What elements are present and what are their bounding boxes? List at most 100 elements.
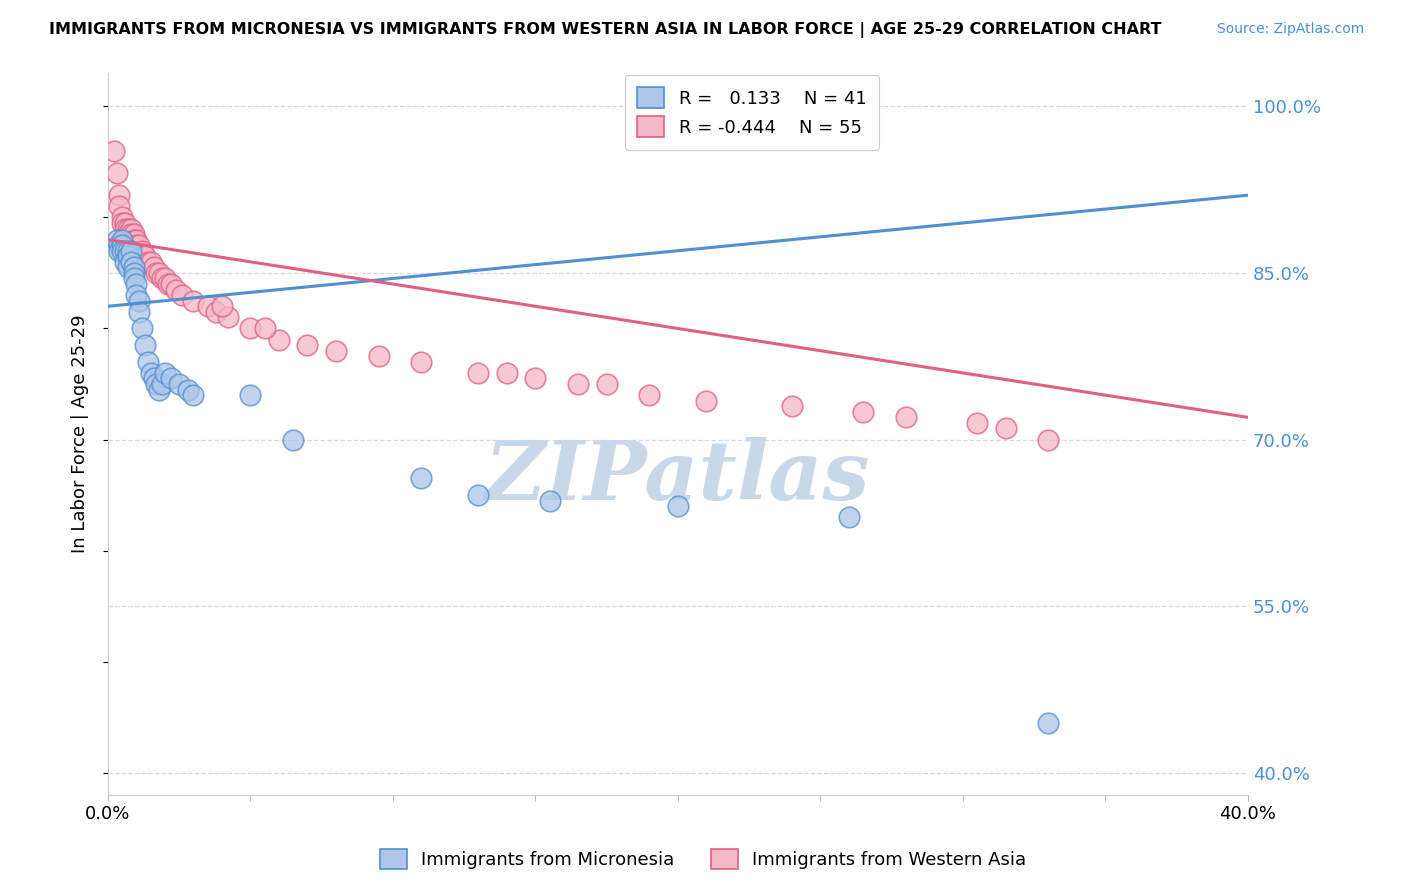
- Point: [108, 188, 131, 202]
- Point: [114, 221, 136, 235]
- Point: [524, 371, 547, 385]
- Point: [367, 349, 389, 363]
- Point: [117, 260, 139, 275]
- Point: [114, 255, 136, 269]
- Point: [183, 293, 205, 308]
- Point: [122, 227, 145, 241]
- Point: [111, 211, 134, 225]
- Point: [156, 277, 179, 291]
- Point: [145, 377, 167, 392]
- Point: [111, 233, 134, 247]
- Point: [894, 410, 917, 425]
- Point: [159, 277, 181, 291]
- Point: [211, 299, 233, 313]
- Point: [153, 366, 176, 380]
- Point: [297, 338, 319, 352]
- Point: [538, 493, 561, 508]
- Point: [108, 244, 131, 258]
- Point: [122, 233, 145, 247]
- Point: [105, 233, 128, 247]
- Point: [177, 383, 200, 397]
- Y-axis label: In Labor Force | Age 25-29: In Labor Force | Age 25-29: [72, 315, 89, 553]
- Text: Source: ZipAtlas.com: Source: ZipAtlas.com: [1216, 22, 1364, 37]
- Point: [136, 355, 159, 369]
- Point: [125, 233, 148, 247]
- Point: [131, 321, 153, 335]
- Point: [325, 343, 347, 358]
- Text: ZIPatlas: ZIPatlas: [485, 437, 870, 517]
- Point: [142, 371, 165, 385]
- Point: [111, 238, 134, 252]
- Point: [117, 227, 139, 241]
- Point: [239, 388, 262, 402]
- Text: IMMIGRANTS FROM MICRONESIA VS IMMIGRANTS FROM WESTERN ASIA IN LABOR FORCE | AGE : IMMIGRANTS FROM MICRONESIA VS IMMIGRANTS…: [49, 22, 1161, 38]
- Point: [167, 377, 190, 392]
- Point: [125, 238, 148, 252]
- Point: [103, 144, 125, 158]
- Point: [165, 283, 187, 297]
- Point: [267, 333, 290, 347]
- Point: [966, 416, 988, 430]
- Point: [217, 310, 239, 325]
- Point: [852, 405, 875, 419]
- Point: [117, 244, 139, 258]
- Point: [780, 399, 803, 413]
- Point: [638, 388, 661, 402]
- Point: [172, 288, 194, 302]
- Point: [411, 355, 433, 369]
- Point: [197, 299, 219, 313]
- Point: [148, 383, 170, 397]
- Point: [122, 266, 145, 280]
- Point: [117, 249, 139, 263]
- Point: [125, 288, 148, 302]
- Point: [183, 388, 205, 402]
- Point: [150, 377, 173, 392]
- Point: [153, 271, 176, 285]
- Point: [411, 471, 433, 485]
- Point: [120, 227, 142, 241]
- Point: [567, 377, 589, 392]
- Point: [105, 166, 128, 180]
- Point: [695, 393, 717, 408]
- Point: [239, 321, 262, 335]
- Point: [205, 305, 228, 319]
- Point: [111, 244, 134, 258]
- Point: [595, 377, 617, 392]
- Point: [1038, 715, 1060, 730]
- Point: [120, 255, 142, 269]
- Point: [108, 238, 131, 252]
- Point: [159, 371, 181, 385]
- Point: [139, 366, 162, 380]
- Point: [134, 338, 156, 352]
- Point: [125, 277, 148, 291]
- Legend: Immigrants from Micronesia, Immigrants from Western Asia: Immigrants from Micronesia, Immigrants f…: [371, 839, 1035, 879]
- Point: [111, 216, 134, 230]
- Point: [122, 260, 145, 275]
- Point: [131, 244, 153, 258]
- Point: [136, 255, 159, 269]
- Point: [139, 255, 162, 269]
- Point: [128, 305, 150, 319]
- Point: [117, 221, 139, 235]
- Point: [120, 244, 142, 258]
- Point: [150, 271, 173, 285]
- Point: [128, 293, 150, 308]
- Point: [148, 266, 170, 280]
- Point: [142, 260, 165, 275]
- Point: [467, 366, 489, 380]
- Point: [108, 199, 131, 213]
- Point: [145, 266, 167, 280]
- Point: [994, 421, 1017, 435]
- Point: [128, 238, 150, 252]
- Point: [496, 366, 519, 380]
- Point: [120, 221, 142, 235]
- Point: [114, 216, 136, 230]
- Point: [253, 321, 276, 335]
- Point: [134, 249, 156, 263]
- Point: [283, 433, 305, 447]
- Point: [838, 510, 860, 524]
- Point: [122, 271, 145, 285]
- Point: [114, 244, 136, 258]
- Point: [1038, 433, 1060, 447]
- Point: [467, 488, 489, 502]
